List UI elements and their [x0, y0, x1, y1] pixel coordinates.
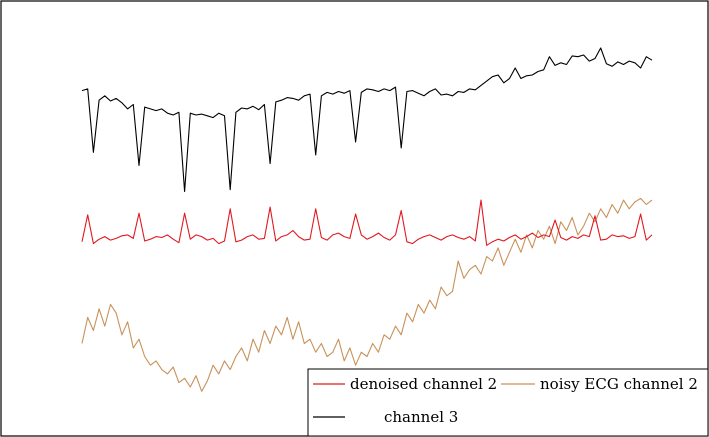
- series-line-noisy-ecg-channel-2: [81, 197, 653, 392]
- legend-label-denoised-channel-2: denoised channel 2: [350, 375, 497, 393]
- series-line-denoised-channel-2: [81, 199, 653, 246]
- series-line-channel-3: [81, 47, 653, 192]
- legend: denoised channel 2 noisy ECG channel 2 c…: [307, 368, 709, 437]
- legend-label-channel-3: channel 3: [384, 408, 458, 426]
- legend-box: [307, 368, 709, 437]
- series-layer: [81, 47, 653, 392]
- legend-label-noisy-ecg-channel-2: noisy ECG channel 2: [540, 375, 698, 393]
